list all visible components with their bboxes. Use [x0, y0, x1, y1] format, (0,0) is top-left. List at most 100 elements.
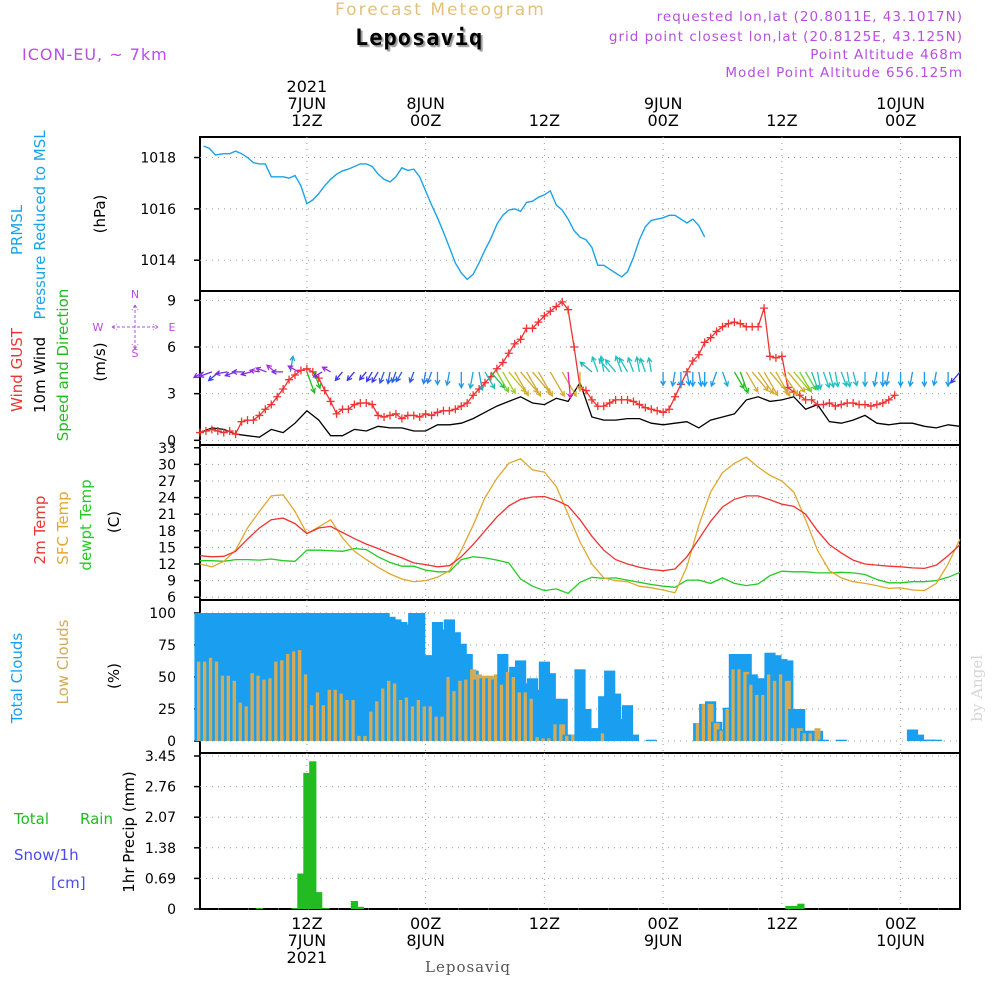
wind-direction-arrow — [395, 371, 403, 383]
bottom-time-label: 00Z — [647, 914, 678, 933]
total-cloud-bar — [794, 709, 806, 741]
total-cloud-bar — [598, 696, 610, 741]
bottom-time-label: 10JUN — [876, 931, 925, 950]
total-cloud-bar — [230, 613, 242, 741]
wind-gust-marker — [391, 409, 400, 418]
wind-gust-marker — [754, 322, 763, 331]
low-cloud-bar — [351, 700, 358, 741]
low-cloud-bar — [381, 688, 388, 741]
wind-gust-marker — [771, 353, 780, 362]
wind-ylabel-gust: Wind GUST — [8, 327, 26, 412]
total-cloud-bar — [390, 619, 402, 741]
panel-frame — [199, 136, 961, 292]
bottom-time-label: 12Z — [291, 914, 322, 933]
low-cloud-bar — [565, 735, 572, 741]
wind-direction-arrow — [931, 371, 938, 387]
low-cloud-bar — [422, 706, 429, 741]
wind-gust-marker — [671, 392, 679, 401]
low-cloud-bar — [345, 700, 352, 741]
bottom-time-label: 9JUN — [644, 931, 683, 950]
wind-direction-arrow — [577, 371, 583, 393]
low-cloud-bar — [398, 700, 405, 741]
wind-direction-arrow — [721, 371, 730, 388]
wind-direction-arrow — [514, 371, 529, 397]
rain-bar — [797, 903, 805, 909]
wind-direction-arrow — [426, 371, 433, 385]
wind-gust-marker — [866, 402, 875, 411]
wind-gust-marker — [718, 322, 727, 331]
wind-gust-marker — [196, 428, 204, 437]
wind-direction-arrow — [248, 368, 260, 374]
total-cloud-bar — [556, 698, 568, 741]
low-cloud-bar — [202, 661, 209, 741]
low-cloud-bar — [220, 675, 227, 741]
total-cloud-bar — [396, 622, 408, 741]
wind-gust-marker — [445, 406, 454, 415]
wind-gust-marker — [819, 400, 828, 409]
wind-gust-marker — [201, 427, 210, 435]
wind-gust-marker — [706, 333, 715, 342]
low-cloud-bar — [476, 674, 483, 741]
wind-gust-marker — [712, 327, 721, 336]
clouds-ylabel-total: Total Clouds — [8, 633, 26, 725]
wind-direction-arrow — [828, 371, 836, 389]
rain-bar — [303, 772, 311, 909]
wind-direction-arrow — [733, 371, 745, 390]
wind-direction-arrow — [496, 371, 510, 393]
total-cloud-bar — [817, 739, 829, 741]
low-cloud-bar — [375, 701, 382, 741]
low-cloud-bar — [529, 698, 536, 741]
y-tick-label: 0 — [167, 433, 176, 449]
temp-ylabel-2m: 2m Temp — [31, 496, 49, 565]
wind-direction-arrow — [799, 371, 812, 393]
chart-title: Leposaviq — [355, 26, 484, 51]
wind-direction-arrow — [366, 371, 373, 383]
bottom-time-label: 7JUN — [288, 931, 327, 950]
top-time-label: 12Z — [766, 111, 797, 130]
low-cloud-bar — [535, 737, 542, 741]
total-cloud-bar — [265, 613, 277, 741]
low-cloud-bar — [446, 677, 453, 741]
wind-gust-marker — [326, 397, 335, 406]
wind-direction-arrow — [537, 371, 553, 398]
wind-direction-arrow — [312, 371, 323, 378]
wind-gust-marker — [534, 318, 543, 327]
wind-direction-arrow — [639, 357, 646, 373]
low-cloud-bar — [767, 674, 773, 741]
low-cloud-bar — [226, 675, 233, 741]
y-tick-label: 3 — [167, 387, 176, 403]
y-tick-label: 1014 — [140, 253, 176, 269]
total-cloud-bar — [906, 729, 919, 741]
wind-gust-marker — [469, 391, 478, 400]
rain-bar — [356, 906, 364, 909]
wind-direction-arrow — [287, 365, 299, 373]
top-time-label: 00Z — [410, 111, 441, 130]
wind-gust-marker — [884, 395, 893, 404]
low-cloud-bar — [464, 679, 471, 741]
low-cloud-bar — [309, 705, 316, 741]
panel-frame — [199, 444, 961, 601]
low-cloud-bar — [713, 723, 720, 741]
chart-supertitle: Forecast Meteogram — [335, 0, 546, 20]
wind-gust-marker — [451, 405, 460, 414]
low-cloud-bar — [410, 706, 417, 741]
total-cloud-bar — [538, 661, 550, 741]
low-cloud-bar — [796, 728, 803, 741]
wind-direction-arrow — [685, 371, 692, 387]
wind-direction-arrow — [549, 371, 565, 398]
wind-direction-arrow — [646, 356, 653, 373]
y-tick-label: 50 — [158, 670, 176, 686]
point-altitude: Point Altitude 468m — [810, 47, 963, 63]
wind-direction-arrow — [626, 356, 635, 373]
wind-gust-marker — [302, 364, 311, 373]
wind-direction-arrow — [231, 368, 243, 375]
wind-direction-arrow — [484, 371, 496, 390]
wind-direction-arrow — [634, 355, 641, 373]
wind-direction-arrow — [710, 371, 718, 388]
bottom-time-label: 12Z — [766, 914, 797, 933]
wind-direction-arrow — [872, 371, 879, 388]
total-cloud-bar — [544, 673, 556, 741]
low-cloud-bar — [434, 716, 441, 741]
pressure-ylabel-1: PRMSL — [8, 204, 26, 255]
